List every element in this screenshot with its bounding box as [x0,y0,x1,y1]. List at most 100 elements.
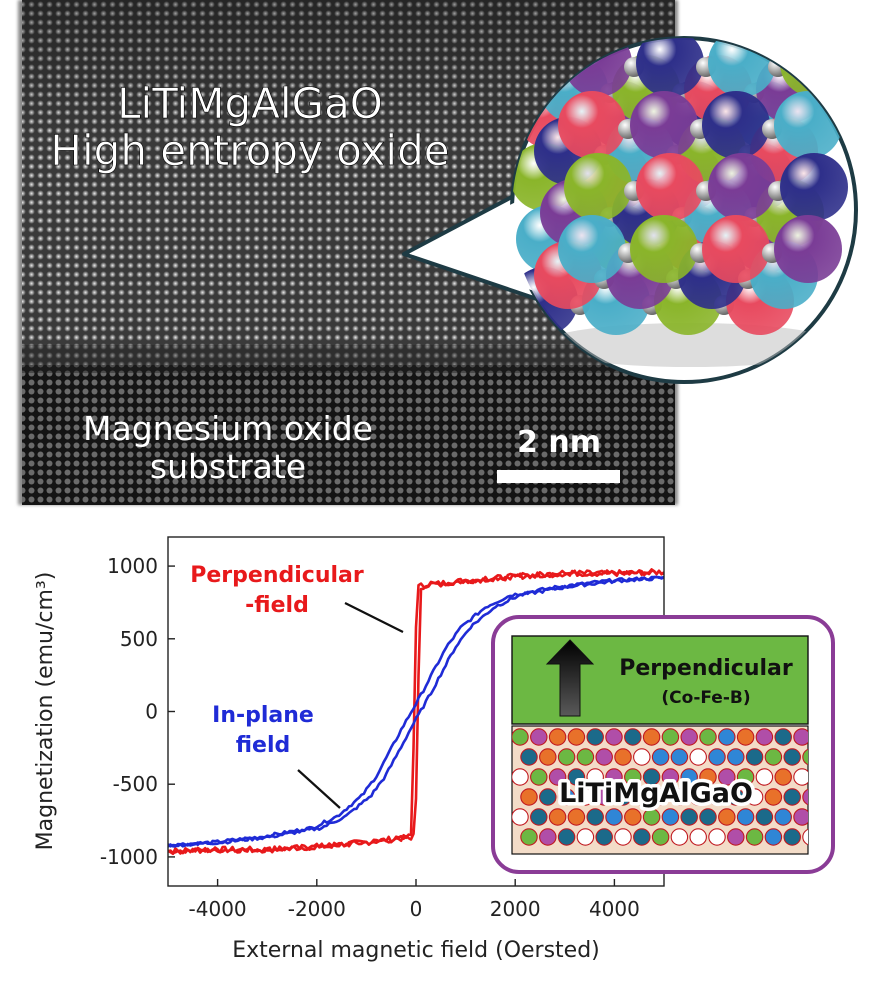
series-label-inplane-line1: In-plane [212,703,314,728]
lattice-atom [718,728,736,746]
lattice-atom [576,748,595,766]
scale-bar-label: 2 nm [517,425,601,460]
lattice-atom [520,788,538,806]
micro-title-line2: High entropy oxide [50,126,449,175]
lattice-atom [755,728,774,746]
lattice-atom [567,808,586,826]
lattice-atom [755,808,774,826]
cation-sphere [564,153,632,221]
series-line-branch-2 [168,575,664,848]
lattice-atom [670,828,689,846]
lattice-atom [530,728,548,746]
lattice-atom [633,748,651,766]
lattice-atom [793,768,808,786]
lattice-atom [586,808,604,826]
lattice-atom [512,768,529,786]
lattice-atom [567,728,586,746]
cation-sphere [636,38,704,97]
lattice-atom [651,788,670,806]
lattice-atom [576,828,595,846]
micro-title-line1: LiTiMgAlGaO [117,79,383,128]
lattice-atom [576,788,595,806]
cation-sphere [708,153,776,221]
cation-sphere [702,91,770,159]
crystal-structure-icon [512,38,848,367]
cation-sphere [636,153,704,221]
lattice-atom [670,748,689,766]
lattice-atom [745,788,764,806]
lattice-atom [783,788,801,806]
lattice-atom [548,728,567,746]
lattice-atom [689,748,707,766]
micro-substrate-line2: substrate [150,447,306,486]
lattice-atom [605,728,623,746]
perpendicular-leader-line [344,602,404,633]
lattice-atom [680,808,698,826]
x-tick-label: 0 [410,897,423,921]
lattice-atom [651,748,670,766]
lattice-atom [642,808,661,826]
lattice-atom [595,828,613,846]
lattice-atom [699,728,717,746]
lattice-atom [539,828,557,846]
cation-sphere [630,215,698,283]
y-tick-label: 1000 [107,554,158,578]
lattice-atom [680,728,698,746]
crystal-bubble [402,36,858,384]
lattice-atom [624,728,642,746]
lattice-atom [764,748,783,766]
x-tick-label: 2000 [490,897,541,921]
lattice-atom [595,748,613,766]
lattice-atom [624,768,642,786]
lattice-atom [783,828,801,846]
lattice-atom [736,768,755,786]
y-tick-label: -1000 [100,845,158,869]
hea-label: LiTiMgAlGaO [559,778,753,809]
lattice-atom [530,768,548,786]
y-tick-label: -500 [113,772,158,796]
inplane-leader-line [297,769,341,809]
lattice-atom [614,748,632,766]
series-label-perpendicular-line1: Perpendicular [190,563,364,588]
lattice-atom [557,788,576,806]
y-axis-label: Magnetization (emu/cm³) [33,572,58,851]
lattice-atom [651,828,670,846]
lattice-atom [633,828,651,846]
x-axis-label: External magnetic field (Oersted) [232,938,600,963]
layer-inset: Perpendicular (Co-Fe-B) LiTiMgAlGaO [491,615,835,874]
lattice-atom [764,828,783,846]
lattice-atom [708,748,726,766]
cofeb-sublabel: (Co-Fe-B) [661,688,750,708]
series-perpendicular [168,568,664,856]
lattice-atom [605,768,623,786]
lattice-atom [661,808,680,826]
lattice-atom [605,808,623,826]
lattice-atom [774,808,792,826]
lattice-atom [586,728,604,746]
lattice-atom [774,728,792,746]
lattice-atom [699,768,717,786]
lattice-atom [520,828,538,846]
lattice-atom [699,808,717,826]
lattice-atom [736,808,755,826]
lattice-atom [736,728,755,746]
lattice-atom [512,728,529,746]
lattice-atom [548,808,567,826]
cation-sphere [780,38,848,97]
lattice-atom [718,808,736,826]
lattice-atom [567,768,586,786]
lattice-atom [557,828,576,846]
lattice-atom [774,768,792,786]
cation-sphere [780,153,848,221]
series-label-perpendicular-line2: -field [245,593,309,618]
scale-bar [497,470,620,483]
lattice-atom [624,808,642,826]
lattice-atom [764,788,783,806]
lattice-atom [520,748,538,766]
lattice-atom [557,748,576,766]
lattice-atom [539,748,557,766]
lattice-atom [718,768,736,786]
lattice-atom [708,828,726,846]
y-tick-label: 500 [120,627,158,651]
